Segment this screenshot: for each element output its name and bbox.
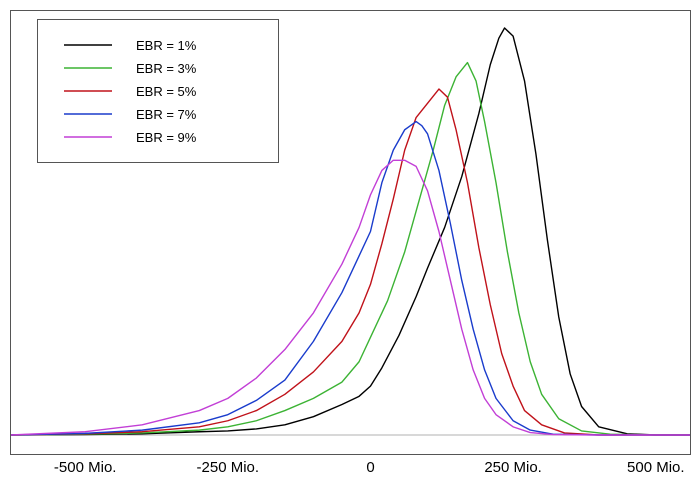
series-line-3 — [10, 88, 690, 436]
series-line-1 — [10, 27, 690, 436]
series-layer — [10, 27, 690, 436]
legend-items: EBR = 1% EBR = 3% EBR = 5% EBR = 7% EBR = 9% — [64, 38, 197, 145]
series-line-5 — [10, 159, 690, 436]
legend: EBR = 1% EBR = 3% EBR = 5% EBR = 7% EBR = 9% — [37, 19, 279, 163]
legend-label: EBR = 3% — [136, 61, 197, 76]
series-line-2 — [10, 61, 690, 436]
legend-label: EBR = 1% — [136, 38, 197, 53]
x-tick-label: 250 Mio. — [484, 459, 542, 476]
series-line-4 — [10, 120, 690, 436]
x-tick-label: -250 Mio. — [197, 459, 260, 476]
x-tick-label: 500 Mio. — [627, 459, 685, 476]
legend-label: EBR = 9% — [136, 130, 197, 145]
plot-area-frame — [10, 10, 691, 455]
x-tick-label: 0 — [366, 459, 374, 476]
x-tick-label: -500 Mio. — [54, 459, 117, 476]
legend-label: EBR = 7% — [136, 107, 197, 122]
x-axis-tick-labels: -500 Mio. -250 Mio. 0 250 Mio. 500 Mio. — [54, 459, 685, 476]
legend-label: EBR = 5% — [136, 84, 197, 99]
